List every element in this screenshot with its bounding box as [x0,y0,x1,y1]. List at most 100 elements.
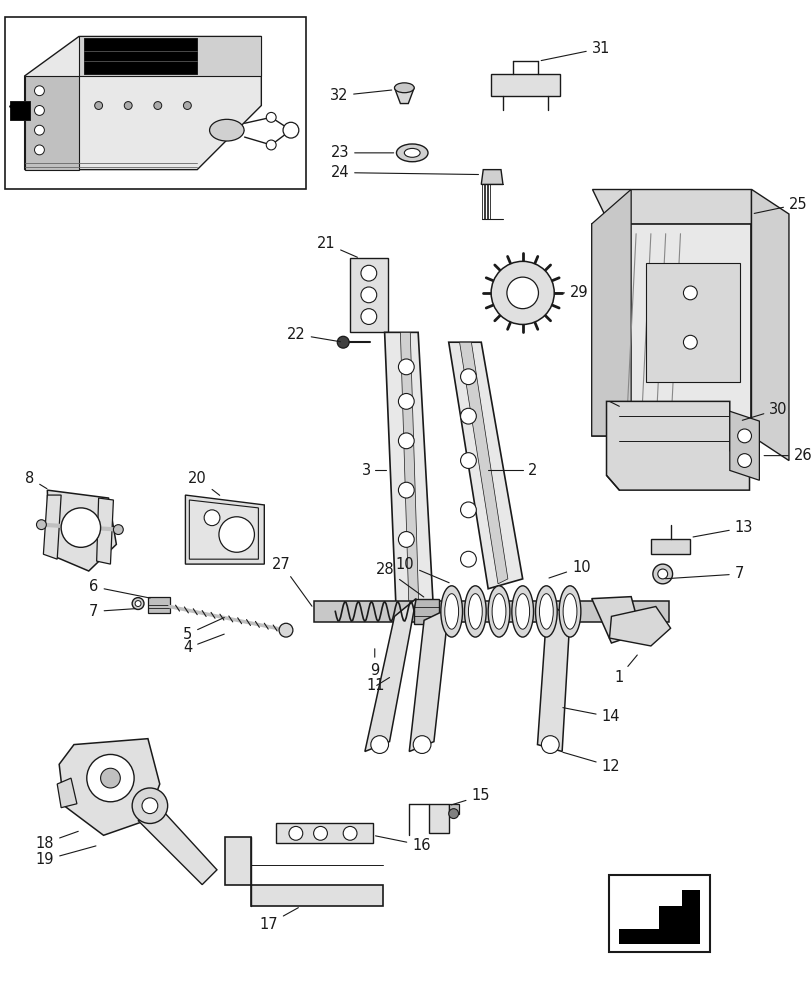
Text: 29: 29 [555,285,588,300]
Polygon shape [276,823,372,843]
Polygon shape [729,411,758,480]
Polygon shape [138,811,217,885]
Text: 16: 16 [375,836,430,853]
Circle shape [153,102,161,109]
Polygon shape [481,170,502,184]
Ellipse shape [515,594,529,629]
Text: 30: 30 [741,402,787,420]
Ellipse shape [491,594,505,629]
Ellipse shape [539,594,552,629]
Polygon shape [537,604,569,751]
Polygon shape [10,101,29,120]
Ellipse shape [444,594,458,629]
Text: 12: 12 [562,752,620,774]
Polygon shape [185,495,264,564]
Circle shape [283,122,298,138]
Circle shape [491,261,554,324]
Text: 2: 2 [527,463,536,478]
Text: 6: 6 [89,579,150,598]
Text: 8: 8 [25,471,47,489]
Circle shape [114,525,123,535]
Ellipse shape [468,594,482,629]
Circle shape [204,510,220,526]
Text: 22: 22 [286,327,340,342]
Polygon shape [394,88,414,104]
Circle shape [398,532,414,547]
Text: 23: 23 [330,145,393,160]
Polygon shape [148,597,169,613]
Circle shape [683,335,697,349]
Text: 14: 14 [562,708,620,724]
Polygon shape [24,36,261,170]
Circle shape [279,623,293,637]
Polygon shape [750,189,788,461]
Text: 19: 19 [36,846,96,867]
Polygon shape [606,401,749,490]
Ellipse shape [440,586,462,637]
Text: 9: 9 [370,649,379,678]
Polygon shape [24,76,79,170]
Text: 28: 28 [375,562,423,597]
Circle shape [337,336,349,348]
Circle shape [506,277,538,309]
Text: 10: 10 [395,557,448,583]
Circle shape [87,754,134,802]
Circle shape [736,454,750,467]
Text: 3: 3 [362,463,371,478]
Circle shape [142,798,157,814]
Text: 32: 32 [329,88,391,103]
Circle shape [361,309,376,324]
Circle shape [266,112,276,122]
Polygon shape [57,778,77,808]
Circle shape [460,453,476,468]
Bar [646,263,739,382]
Text: 27: 27 [272,557,311,606]
Text: 7: 7 [665,566,743,581]
Circle shape [101,768,120,788]
Ellipse shape [404,148,419,157]
Text: 31: 31 [540,41,609,61]
Text: 4: 4 [182,634,224,655]
Text: 13: 13 [693,520,752,537]
Circle shape [343,826,357,840]
Ellipse shape [487,586,509,637]
Circle shape [361,265,376,281]
Polygon shape [650,539,689,554]
Circle shape [460,408,476,424]
Circle shape [413,736,431,753]
Ellipse shape [209,119,244,141]
Text: 7: 7 [89,604,135,619]
Polygon shape [448,804,458,814]
Circle shape [657,569,667,579]
Circle shape [266,140,276,150]
Polygon shape [591,597,640,643]
Circle shape [35,125,45,135]
Polygon shape [47,490,116,571]
Text: 17: 17 [260,908,298,932]
Polygon shape [609,607,670,646]
Text: 26: 26 [763,448,811,463]
Text: 20: 20 [188,471,220,495]
Ellipse shape [534,586,556,637]
Bar [609,875,709,952]
Circle shape [398,393,414,409]
Circle shape [135,601,141,607]
Polygon shape [43,495,61,559]
Circle shape [541,736,559,753]
Circle shape [61,508,101,547]
Circle shape [398,482,414,498]
Circle shape [736,429,750,443]
Circle shape [398,359,414,375]
Polygon shape [591,224,750,436]
Circle shape [460,369,476,385]
Polygon shape [459,342,507,584]
Circle shape [683,286,697,300]
Circle shape [95,102,102,109]
Ellipse shape [562,594,577,629]
Circle shape [183,102,191,109]
Text: 25: 25 [753,197,807,213]
Polygon shape [350,258,387,332]
Circle shape [219,517,254,552]
Circle shape [36,520,46,530]
Polygon shape [491,74,560,96]
